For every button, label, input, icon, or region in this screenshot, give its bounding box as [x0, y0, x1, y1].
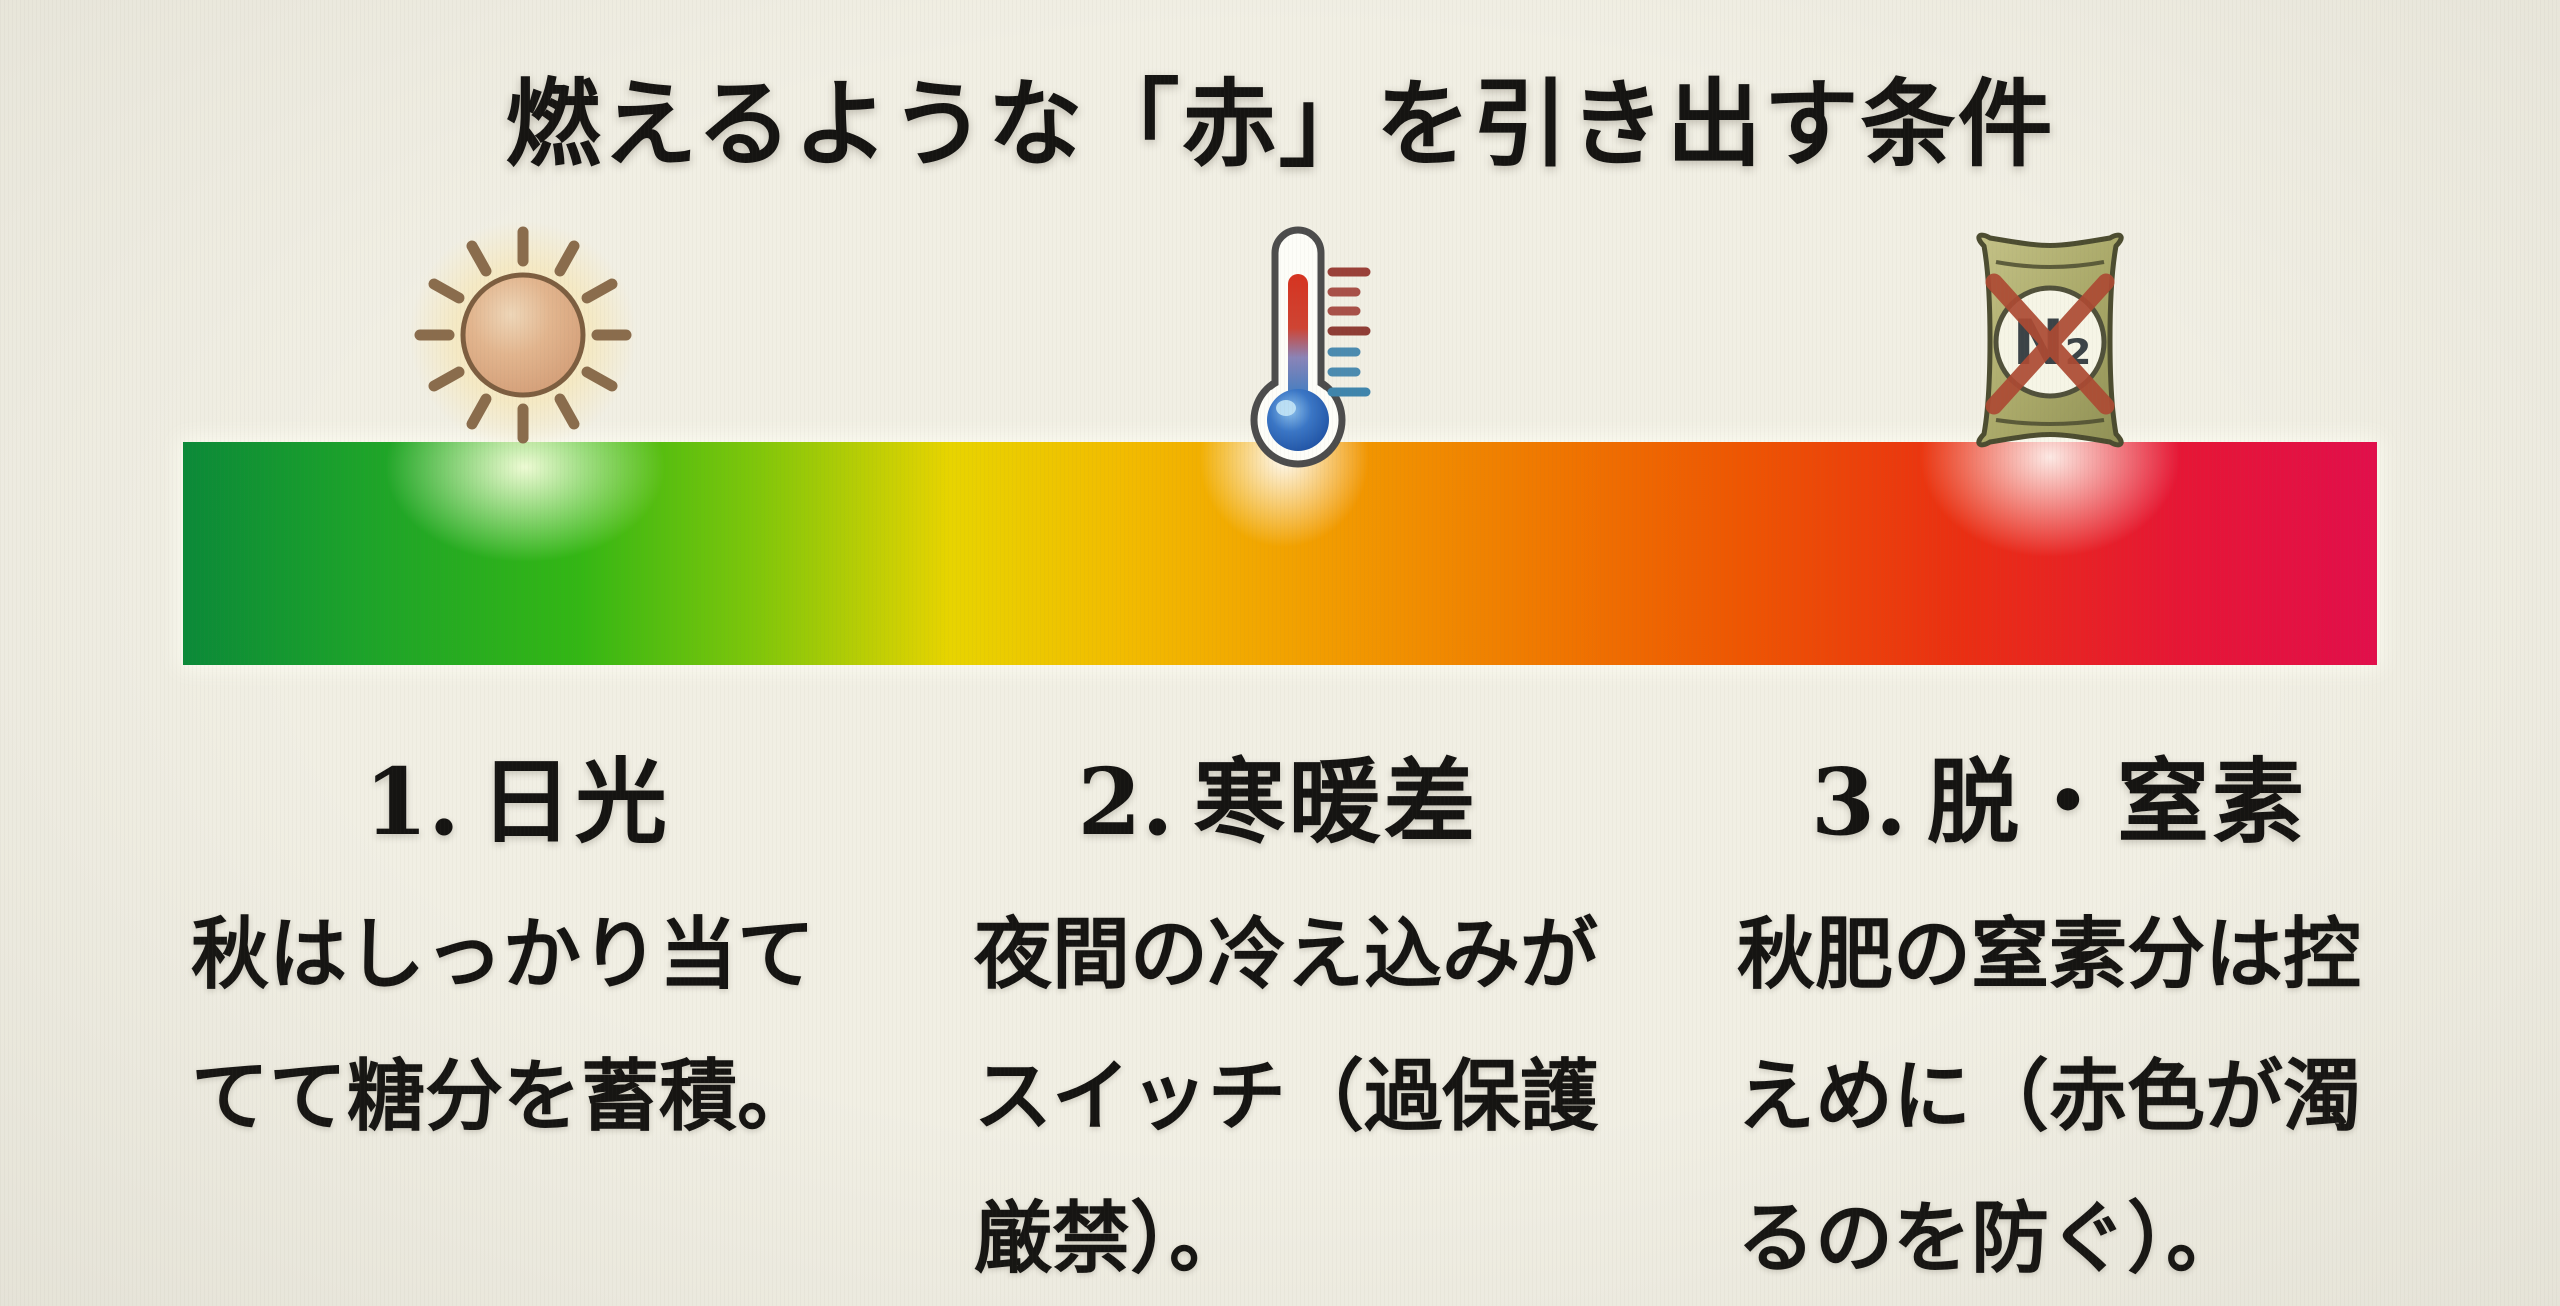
sun-core — [460, 272, 586, 398]
section-2-body: 夜間の冷え込みが スイッチ（過保護 厳禁）。 — [974, 910, 1599, 1284]
cross-mark — [1985, 273, 2115, 415]
sun-rays — [414, 226, 632, 444]
section-1-title: 日光 — [480, 749, 671, 856]
tick-marks — [1327, 267, 1371, 397]
page-title: 燃えるような「赤」を引き出す条件 — [505, 68, 2055, 180]
thermometer-bulb — [1267, 389, 1329, 451]
bag-bottom-fold-line — [1995, 418, 2105, 426]
no-nitrogen-fertilizer-bag-icon: N₂ — [1976, 232, 2124, 448]
section-1-number: 1. — [363, 748, 461, 856]
section-3-body: 秋肥の窒素分は控 えめに（赤色が濁 るのを防ぐ）。 — [1737, 910, 2362, 1284]
thermometer-icon — [1250, 226, 1371, 468]
sun-icon — [409, 221, 637, 449]
section-3-number: 3. — [1810, 748, 1908, 856]
bag-halo-on-bar — [1920, 442, 2180, 557]
section-2-heading: 2. 寒暖差 — [928, 745, 1628, 860]
color-gradient-bar — [183, 442, 2377, 665]
section-2-number: 2. — [1077, 748, 1174, 856]
section-2-title: 寒暖差 — [1193, 749, 1479, 856]
sun-halo-on-bar — [385, 442, 665, 562]
section-1-body: 秋はしっかり当て てて糖分を蓄積。 — [191, 910, 816, 1142]
bag-top-fold-line — [1995, 260, 2105, 269]
mercury-column — [1288, 274, 1308, 409]
section-3-heading: 3. 脱・窒素 — [1709, 745, 2409, 860]
bulb-highlight — [1276, 400, 1296, 416]
section-1-heading: 1. 日光 — [167, 745, 867, 860]
section-3-title: 脱・窒素 — [1927, 749, 2308, 856]
